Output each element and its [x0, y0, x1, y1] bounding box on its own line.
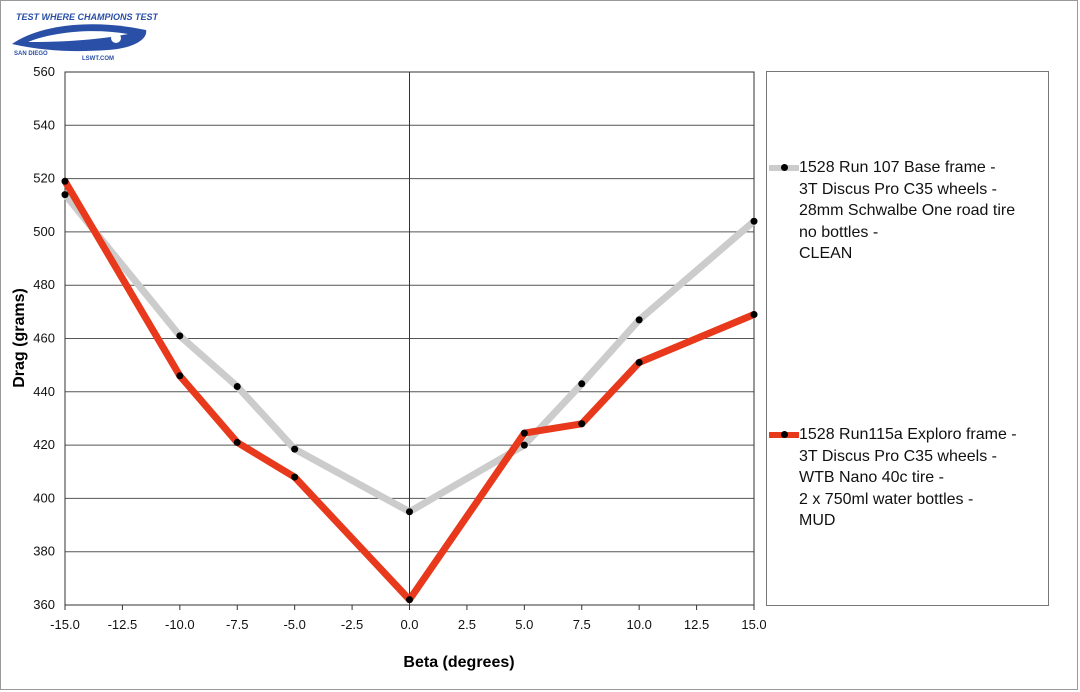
- data-point-1: [176, 372, 184, 380]
- x-tick-label: 5.0: [515, 617, 533, 632]
- x-tick-label: 15.0: [741, 617, 766, 632]
- data-point-0: [406, 508, 413, 516]
- data-point-0: [61, 191, 69, 199]
- logo-top-text: TEST WHERE CHAMPIONS TEST: [16, 12, 158, 22]
- x-tick-label: 12.5: [684, 617, 709, 632]
- data-point-1: [233, 438, 241, 446]
- drag-chart: 560 540 520 500 480 460 440 420 400 380 360 -15.0 -1…: [11, 64, 766, 671]
- y-tick-label: 440: [33, 384, 55, 399]
- legend: 1528 Run 107 Base frame - 3T Discus Pro …: [766, 71, 1049, 606]
- data-point-1: [520, 429, 528, 437]
- x-tick-label: -7.5: [226, 617, 248, 632]
- x-tick-label: 0.0: [400, 617, 418, 632]
- data-point-0: [176, 332, 184, 340]
- y-tick-label: 560: [33, 64, 55, 79]
- data-point-0: [578, 380, 586, 388]
- x-tick-label: -10.0: [165, 617, 195, 632]
- x-tick-label: -15.0: [50, 617, 80, 632]
- y-tick-label: 520: [33, 171, 55, 186]
- data-point-1: [406, 596, 413, 604]
- legend-swatch-base: [769, 162, 799, 172]
- tick-labels: 560 540 520 500 480 460 440 420 400 380 360 -15.0 -1…: [33, 64, 766, 632]
- y-tick-label: 380: [33, 544, 55, 559]
- axes: [64, 71, 755, 610]
- x-axis-title: Beta (degrees): [403, 654, 514, 671]
- series-layer: [61, 177, 758, 604]
- data-point-1: [291, 473, 299, 481]
- y-axis-title: Drag (grams): [11, 288, 28, 388]
- data-point-1: [578, 420, 586, 428]
- y-tick-label: 360: [33, 597, 55, 612]
- x-tick-label: -12.5: [108, 617, 138, 632]
- data-point-1: [635, 358, 643, 366]
- logo-right-text: LSWT.COM: [82, 56, 114, 62]
- logo-swoosh-highlight: [28, 31, 128, 42]
- data-point-1: [61, 177, 69, 185]
- data-point-0: [520, 441, 528, 449]
- logo-left-text: SAN DIEGO: [14, 51, 48, 57]
- data-point-0: [635, 316, 643, 324]
- y-tick-label: 480: [33, 277, 55, 292]
- data-point-0: [291, 445, 299, 453]
- x-tick-label: 7.5: [573, 617, 591, 632]
- x-tick-label: 10.0: [627, 617, 652, 632]
- y-tick-label: 420: [33, 437, 55, 452]
- y-tick-label: 460: [33, 331, 55, 346]
- legend-label-exploro: 1528 Run115a Exploro frame - 3T Discus P…: [799, 426, 1017, 529]
- y-tick-label: 400: [33, 490, 55, 505]
- x-tick-label: 2.5: [458, 617, 476, 632]
- y-tick-label: 500: [33, 224, 55, 239]
- y-tick-label: 540: [33, 117, 55, 132]
- data-point-1: [750, 311, 758, 319]
- data-point-0: [750, 217, 758, 225]
- logo-helmet-dot: [111, 33, 121, 43]
- x-tick-label: -5.0: [283, 617, 305, 632]
- x-tick-label: -2.5: [341, 617, 363, 632]
- lswt-logo: TEST WHERE CHAMPIONS TEST SAN DIEGO LSWT…: [12, 12, 158, 62]
- legend-label-base: 1528 Run 107 Base frame - 3T Discus Pro …: [799, 159, 1016, 262]
- data-point-0: [233, 382, 241, 390]
- legend-swatch-exploro: [769, 429, 799, 439]
